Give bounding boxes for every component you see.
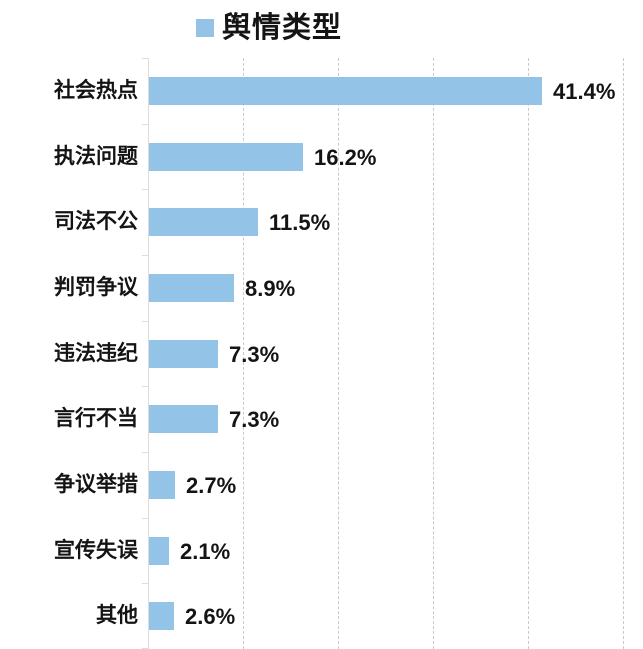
category-label: 判罚争议 [54, 276, 138, 299]
bar[interactable] [149, 143, 303, 171]
value-label: 7.3% [229, 407, 280, 432]
gridline [243, 58, 244, 649]
bar[interactable] [149, 340, 218, 368]
category-label: 争议举措 [54, 473, 138, 496]
axis-tick [142, 386, 149, 387]
gridline [623, 58, 624, 649]
value-label: 8.9% [245, 276, 296, 301]
category-axis-line [148, 58, 149, 649]
legend-square-icon [196, 19, 214, 37]
chart-title: 舆情类型 [222, 12, 343, 44]
gridline [433, 58, 434, 649]
bar[interactable] [149, 537, 169, 565]
category-label: 执法问题 [54, 145, 138, 168]
gridline [528, 58, 529, 649]
value-label: 7.3% [229, 342, 280, 367]
value-label: 41.4% [553, 79, 616, 104]
value-label: 11.5% [269, 210, 331, 235]
bar[interactable] [149, 602, 174, 630]
category-label: 宣传失误 [54, 539, 138, 562]
axis-tick [142, 189, 149, 190]
bar[interactable] [149, 77, 542, 105]
bar[interactable] [149, 471, 175, 499]
axis-tick [142, 518, 149, 519]
category-label: 言行不当 [54, 407, 138, 430]
category-label: 司法不公 [54, 210, 138, 233]
axis-tick [142, 452, 149, 453]
axis-tick [142, 124, 149, 125]
gridline [338, 58, 339, 649]
category-label: 违法违纪 [54, 342, 138, 365]
value-label: 16.2% [314, 145, 377, 170]
bar[interactable] [149, 208, 258, 236]
category-label: 其他 [96, 604, 138, 627]
chart-legend[interactable]: 舆情类型 [196, 10, 342, 46]
axis-tick [142, 255, 149, 256]
axis-tick [142, 58, 149, 59]
axis-tick [142, 583, 149, 584]
bar[interactable] [149, 274, 234, 302]
axis-tick [142, 321, 149, 322]
value-label: 2.7% [186, 473, 237, 498]
category-label: 社会热点 [54, 79, 138, 102]
value-label: 2.6% [185, 604, 236, 629]
value-label: 2.1% [180, 539, 231, 564]
bar[interactable] [149, 405, 218, 433]
